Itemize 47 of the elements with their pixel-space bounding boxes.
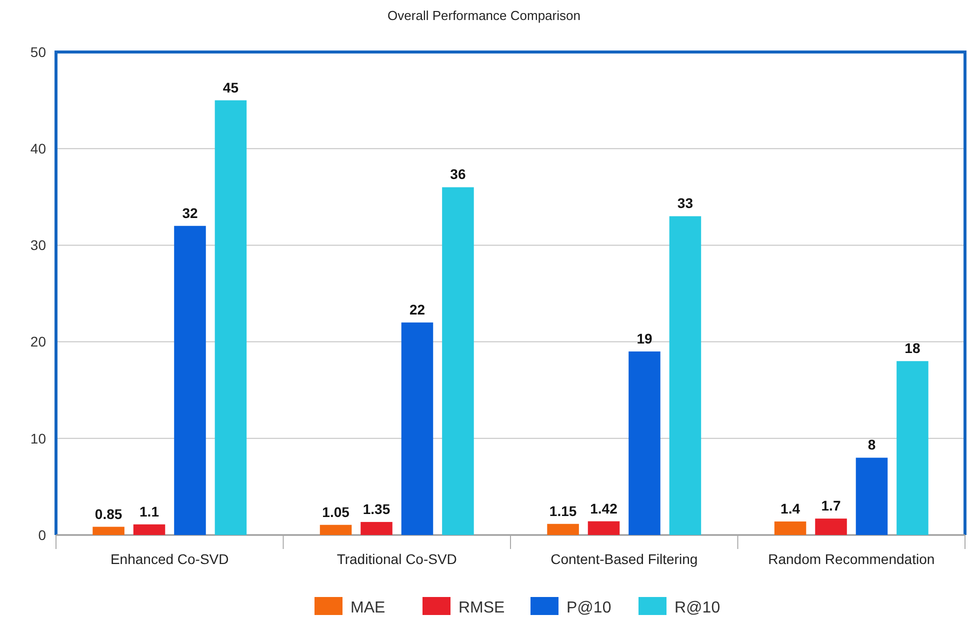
bar (628, 351, 660, 535)
chart-title: Overall Performance Comparison (388, 8, 580, 23)
data-label: 8 (868, 436, 876, 453)
data-label: 1.42 (590, 500, 618, 516)
data-label: 18 (904, 340, 920, 356)
y-tick-label: 20 (30, 334, 46, 350)
bar (896, 361, 928, 535)
data-label: 1.1 (140, 503, 160, 520)
data-label: 0.85 (94, 506, 122, 522)
data-label: 1.15 (549, 502, 577, 519)
legend-label: RMSE (458, 600, 505, 617)
legend-label: MAE (350, 600, 386, 617)
data-label: 33 (677, 195, 694, 212)
data-label: 1.7 (821, 498, 841, 514)
legend-label: P@10 (566, 600, 612, 617)
bar (588, 521, 620, 535)
bar (815, 518, 847, 535)
y-tick-label: 10 (30, 430, 46, 446)
x-tick-label: Traditional Co-SVD (336, 551, 457, 567)
data-label: 22 (409, 301, 426, 318)
x-tick-label: Random Recommendation (768, 551, 935, 567)
data-label: 19 (636, 330, 652, 346)
y-tick-label: 40 (30, 140, 46, 156)
bar (360, 522, 392, 535)
x-tick-label: Content-Based Filtering (550, 551, 698, 567)
y-tick-label: 30 (30, 237, 46, 254)
data-label: 1.4 (780, 500, 800, 516)
bar (774, 521, 806, 535)
data-label: 36 (450, 166, 466, 182)
data-label: 1.05 (322, 504, 350, 520)
legend-label: R@10 (674, 600, 720, 617)
bar (442, 187, 474, 535)
bar (401, 322, 434, 535)
bar (547, 524, 579, 535)
data-label: 1.35 (362, 500, 390, 517)
bar (214, 100, 247, 535)
y-tick-label: 50 (30, 44, 46, 60)
x-tick-label: Enhanced Co-SVD (110, 551, 229, 567)
y-tick-label: 0 (38, 526, 46, 543)
data-label: 45 (222, 79, 239, 96)
bar (320, 524, 352, 535)
bar (92, 526, 124, 535)
data-label: 32 (182, 204, 198, 221)
bar (856, 458, 888, 535)
bar (133, 524, 166, 535)
bar (669, 216, 702, 535)
bar (174, 226, 206, 535)
